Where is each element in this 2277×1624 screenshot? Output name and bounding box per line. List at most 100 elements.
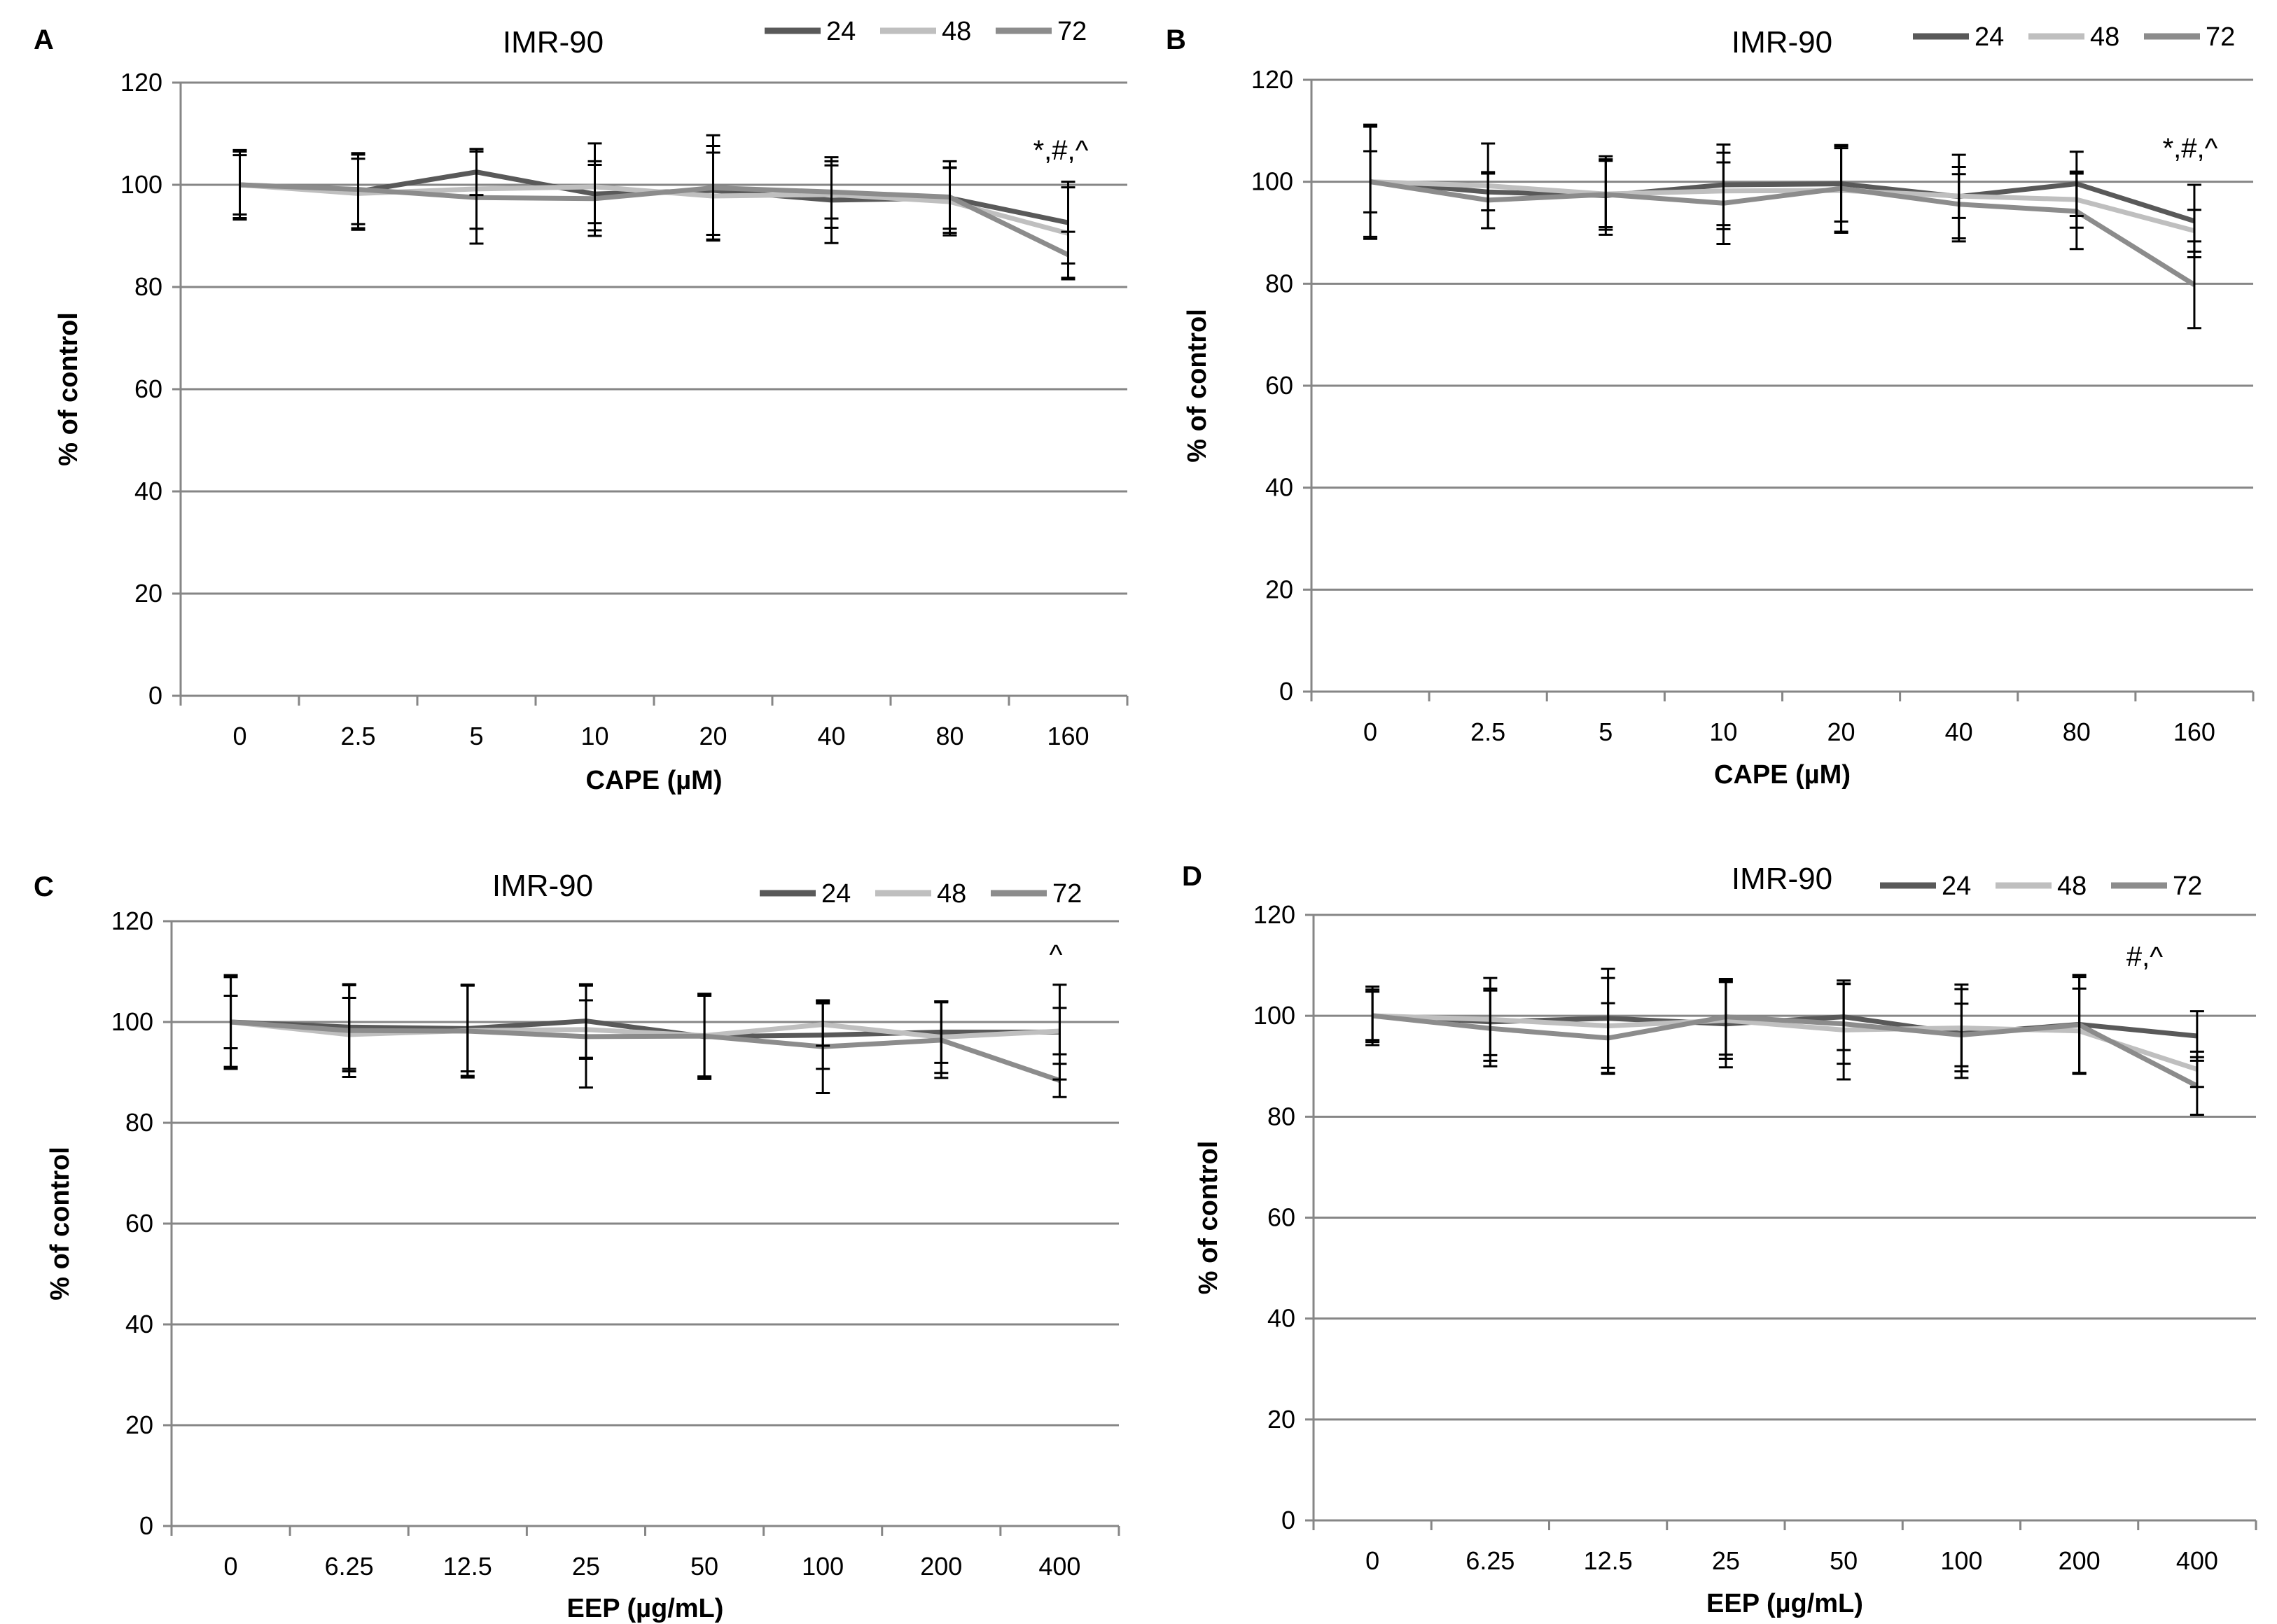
- error-bar: [469, 150, 484, 245]
- error-bar: [342, 983, 356, 1078]
- series-line-48: [1370, 179, 2195, 233]
- y-tick-label: 40: [1265, 473, 1293, 502]
- x-tick-label: 200: [2059, 1546, 2101, 1575]
- x-tick-label: 0: [1363, 718, 1377, 746]
- y-tick-label: 40: [125, 1310, 153, 1338]
- error-bar: [1954, 1002, 1969, 1068]
- legend-label: 48: [937, 879, 966, 909]
- significance-annotation: ^: [1050, 939, 1063, 970]
- error-bar: [1951, 166, 1966, 243]
- error-bar: [942, 160, 957, 234]
- x-tick-label: 100: [1940, 1546, 1982, 1575]
- x-tick-label: 25: [1712, 1546, 1740, 1575]
- y-tick-label: 20: [134, 579, 162, 608]
- error-bar: [1837, 983, 1851, 1065]
- legend-label: 24: [1942, 872, 1971, 901]
- x-tick-label: 0: [232, 722, 246, 750]
- y-tick-label: 80: [1267, 1102, 1295, 1130]
- chart-title: IMR-90: [1732, 25, 1832, 59]
- error-bar: [1052, 1007, 1067, 1056]
- x-tick-label: 40: [817, 722, 845, 750]
- y-tick-label: 0: [1279, 677, 1293, 706]
- error-bar: [1601, 1002, 1615, 1074]
- y-tick-label: 120: [1253, 900, 1295, 929]
- x-tick-label: 5: [469, 722, 483, 750]
- x-tick-label: 12.5: [443, 1552, 492, 1581]
- y-tick-label: 60: [134, 374, 162, 403]
- x-tick-label: 400: [2176, 1546, 2218, 1575]
- legend-label: 24: [1975, 22, 2004, 52]
- y-tick-label: 20: [1265, 575, 1293, 603]
- x-axis-label: CAPE (µM): [1714, 760, 1851, 790]
- panel-letter: C: [34, 872, 54, 902]
- x-tick-label: 160: [2173, 718, 2215, 746]
- series-line-48: [1372, 1013, 2198, 1072]
- series-line-72: [239, 182, 1070, 258]
- x-axis-label: CAPE (µM): [586, 766, 723, 795]
- y-axis-label: % of control: [54, 312, 83, 466]
- significance-annotation: #,^: [2126, 941, 2163, 972]
- error-bar: [1365, 990, 1380, 1042]
- error-bar: [1718, 978, 1733, 1056]
- error-bar: [351, 153, 365, 225]
- y-tick-label: 120: [111, 906, 153, 935]
- error-bar: [1716, 161, 1731, 246]
- y-tick-label: 0: [148, 681, 162, 710]
- legend: 24 48 72: [760, 879, 1082, 909]
- y-tick-label: 0: [1281, 1506, 1295, 1534]
- significance-annotation: *,#,^: [2163, 133, 2218, 164]
- error-bar: [2189, 1056, 2204, 1116]
- error-bar: [578, 984, 593, 1089]
- legend-label: 24: [821, 879, 851, 909]
- legend-label: 48: [2057, 872, 2087, 901]
- x-tick-label: 400: [1038, 1552, 1080, 1581]
- series-line-72: [1370, 179, 2196, 287]
- panel-d: 0 20 40 60 80 100 120 0 6.25 12.5 25 50 100 200 400 D IM…: [1182, 861, 2257, 1618]
- error-bar: [816, 999, 830, 1095]
- error-bar: [706, 134, 720, 242]
- x-tick-label: 160: [1047, 722, 1089, 750]
- series-line-24: [1370, 179, 2195, 224]
- x-tick-label: 80: [2063, 718, 2091, 746]
- error-bar: [1363, 123, 1378, 240]
- y-tick-label: 40: [134, 477, 162, 505]
- y-tick-label: 60: [1267, 1203, 1295, 1232]
- x-tick-label: 20: [699, 722, 727, 750]
- error-bar: [824, 164, 839, 220]
- x-tick-label: 10: [580, 722, 608, 750]
- x-tick-label: 0: [1365, 1546, 1379, 1575]
- error-bar: [1599, 158, 1613, 231]
- significance-annotation: *,#,^: [1033, 135, 1089, 166]
- x-tick-label: 20: [1827, 718, 1855, 746]
- x-tick-label: 0: [224, 1552, 238, 1581]
- y-tick-label: 20: [125, 1410, 153, 1439]
- legend: 24 48 72: [765, 17, 1087, 46]
- error-bar: [460, 983, 475, 1079]
- chart-title: IMR-90: [492, 869, 593, 903]
- legend-label: 72: [2173, 872, 2202, 901]
- x-tick-label: 6.25: [325, 1552, 374, 1581]
- legend-label: 72: [2206, 22, 2235, 52]
- x-tick-label: 12.5: [1584, 1546, 1633, 1575]
- x-tick-label: 100: [802, 1552, 844, 1581]
- chart-title: IMR-90: [503, 25, 604, 59]
- y-tick-label: 100: [1251, 167, 1293, 196]
- error-bar: [1061, 230, 1075, 279]
- series-line-72: [1372, 1013, 2199, 1088]
- error-bar: [223, 976, 238, 1068]
- x-tick-label: 6.25: [1465, 1546, 1514, 1575]
- chart-title: IMR-90: [1732, 862, 1832, 896]
- panel-letter: A: [34, 24, 54, 55]
- y-tick-label: 60: [1265, 371, 1293, 400]
- y-axis-label: % of control: [1194, 1141, 1223, 1295]
- legend: 24 48 72: [1913, 22, 2235, 52]
- x-tick-label: 50: [690, 1552, 718, 1581]
- y-tick-label: 80: [134, 272, 162, 301]
- x-tick-label: 2.5: [1470, 718, 1505, 746]
- y-tick-label: 60: [125, 1209, 153, 1238]
- x-axis-label: EEP (µg/mL): [567, 1594, 724, 1623]
- x-tick-label: 5: [1599, 718, 1613, 746]
- y-tick-label: 120: [1251, 65, 1293, 94]
- panel-c: 0 20 40 60 80 100 120 0 6.25 12.5 25 50 100 200 400 C IM…: [34, 869, 1120, 1623]
